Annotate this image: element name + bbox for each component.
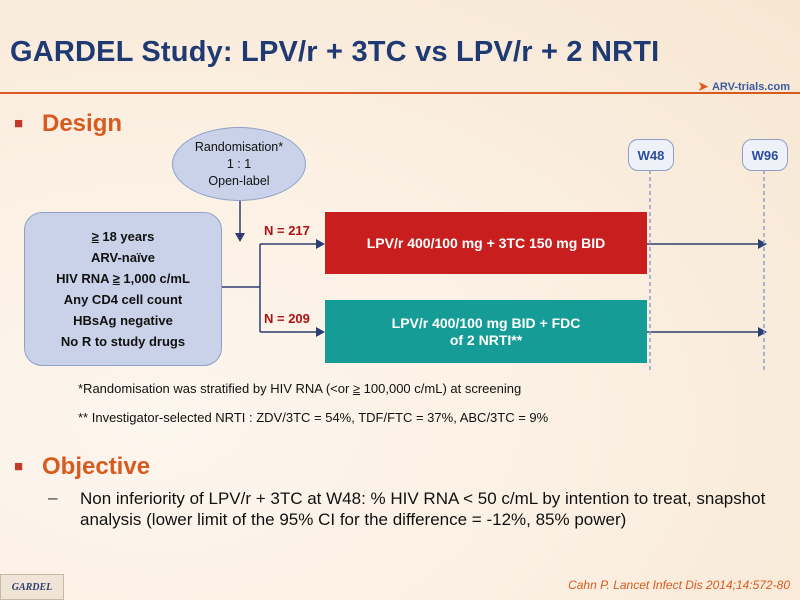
randomisation-label: Randomisation* bbox=[194, 139, 284, 154]
objective-dash: – bbox=[48, 488, 58, 507]
arm1-box: LPV/r 400/100 mg + 3TC 150 mg BID bbox=[325, 212, 647, 274]
site-logo: ➤ ARV-trials.com bbox=[697, 78, 790, 95]
criteria-hbsag: HBsAg negative bbox=[73, 313, 173, 328]
criteria-arv: ARV-naïve bbox=[90, 250, 156, 265]
arm2-label-line2: of 2 NRTI** bbox=[449, 331, 523, 348]
objective-heading: Objective bbox=[42, 453, 151, 480]
week-96-marker: W96 bbox=[742, 139, 788, 171]
week-48-marker: W48 bbox=[628, 139, 674, 171]
logo-text: ARV-trials.com bbox=[711, 80, 790, 93]
page-title: GARDEL Study: LPV/r + 3TC vs LPV/r + 2 N… bbox=[10, 36, 660, 68]
bullet-icon: ■ bbox=[14, 458, 24, 475]
eligibility-criteria-box: ≥ 18 years ARV-naïve HIV RNA ≥ 1,000 c/m… bbox=[24, 212, 222, 366]
title-divider bbox=[0, 92, 800, 94]
randomisation-node: Randomisation* 1 : 1 Open-label bbox=[172, 127, 306, 201]
arm2-n-label: N = 209 bbox=[264, 311, 310, 326]
arm2-box: LPV/r 400/100 mg BID + FDC of 2 NRTI** bbox=[325, 300, 647, 363]
footnote-randomisation: *Randomisation was stratified by HIV RNA… bbox=[78, 381, 522, 396]
arm1-n-label: N = 217 bbox=[264, 223, 310, 238]
criteria-resistance: No R to study drugs bbox=[60, 334, 186, 349]
study-tag: GARDEL bbox=[0, 574, 64, 600]
logo-arrow-icon: ➤ bbox=[697, 78, 709, 94]
arm1-label: LPV/r 400/100 mg + 3TC 150 mg BID bbox=[366, 234, 606, 251]
criteria-age: ≥ 18 years bbox=[91, 229, 155, 244]
design-heading: Design bbox=[42, 110, 123, 137]
footnote-nrti: ** Investigator-selected NRTI : ZDV/3TC … bbox=[78, 410, 549, 425]
bullet-icon: ■ bbox=[14, 115, 24, 132]
criteria-hiv-rna: HIV RNA ≥ 1,000 c/mL bbox=[56, 271, 190, 286]
objective-text: Non inferiority of LPV/r + 3TC at W48: %… bbox=[80, 489, 766, 529]
randomisation-type: Open-label bbox=[208, 173, 270, 188]
randomisation-ratio: 1 : 1 bbox=[226, 156, 252, 171]
citation: Cahn P. Lancet Infect Dis 2014;14:572-80 bbox=[568, 578, 790, 592]
arm2-label-line1: LPV/r 400/100 mg BID + FDC bbox=[391, 314, 581, 331]
criteria-cd4: Any CD4 cell count bbox=[63, 292, 183, 307]
